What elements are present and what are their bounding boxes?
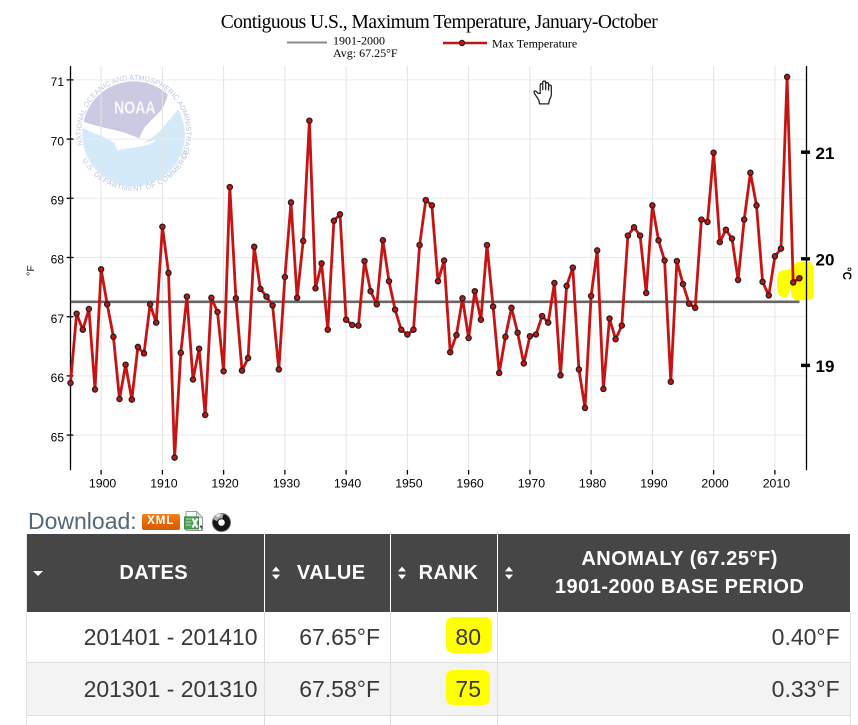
svg-text:1910: 1910 <box>150 477 178 491</box>
svg-text:1980: 1980 <box>579 477 607 491</box>
svg-text:68: 68 <box>51 253 65 267</box>
svg-text:NOAA: NOAA <box>114 98 156 118</box>
svg-text:19: 19 <box>816 357 835 376</box>
svg-text:1960: 1960 <box>456 477 484 491</box>
svg-text:66: 66 <box>51 371 65 385</box>
svg-text:70: 70 <box>51 134 65 148</box>
svg-text:1900: 1900 <box>89 477 117 491</box>
svg-text:1970: 1970 <box>518 477 546 491</box>
svg-text:Max Temperature: Max Temperature <box>492 37 577 51</box>
svg-text:°C: °C <box>840 267 852 280</box>
svg-text:67: 67 <box>51 312 65 326</box>
svg-text:1920: 1920 <box>211 477 239 491</box>
svg-text:65: 65 <box>51 430 65 444</box>
svg-text:1990: 1990 <box>640 477 668 491</box>
svg-text:Avg: 67.25°F: Avg: 67.25°F <box>333 46 398 60</box>
svg-text:21: 21 <box>816 144 835 163</box>
svg-text:71: 71 <box>51 75 65 89</box>
svg-text:2010: 2010 <box>763 477 791 491</box>
svg-text:69: 69 <box>51 194 65 208</box>
svg-text:20: 20 <box>816 250 835 269</box>
svg-text:1901-2000: 1901-2000 <box>333 34 385 48</box>
svg-text:Contiguous U.S., Maximum Tempe: Contiguous U.S., Maximum Temperature, Ja… <box>221 12 658 33</box>
svg-text:°F: °F <box>25 265 37 276</box>
svg-text:1930: 1930 <box>273 477 301 491</box>
svg-text:1940: 1940 <box>334 477 362 491</box>
svg-text:2000: 2000 <box>701 477 729 491</box>
svg-text:1950: 1950 <box>395 477 423 491</box>
